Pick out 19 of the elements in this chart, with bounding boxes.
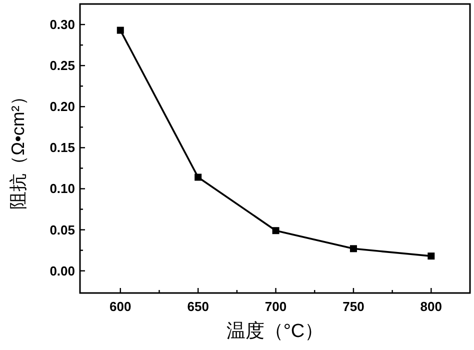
point <box>116 26 124 34</box>
x-tick-label: 800 <box>420 299 442 314</box>
point <box>350 245 357 252</box>
x-axis-title: 温度（°C） <box>226 320 324 342</box>
point <box>428 252 435 260</box>
y-tick-label: 0.30 <box>50 17 75 32</box>
y-tick-label: 0.20 <box>50 99 75 114</box>
x-tick-label: 700 <box>264 299 287 314</box>
point <box>194 174 202 181</box>
y-tick-label: 0.25 <box>50 58 75 74</box>
y-tick-label: 0.00 <box>50 263 75 278</box>
y-tick-label: 0.15 <box>50 140 75 156</box>
x-tick-label: 600 <box>110 299 132 314</box>
x-tick-label: 750 <box>342 299 364 314</box>
y-tick-label: 0.05 <box>50 222 75 238</box>
point <box>272 227 280 234</box>
y-axis-title: 阻抗（Ω•cm²） <box>8 88 28 210</box>
x-tick-label: 650 <box>187 299 209 314</box>
y-tick-label: 0.10 <box>50 181 75 196</box>
